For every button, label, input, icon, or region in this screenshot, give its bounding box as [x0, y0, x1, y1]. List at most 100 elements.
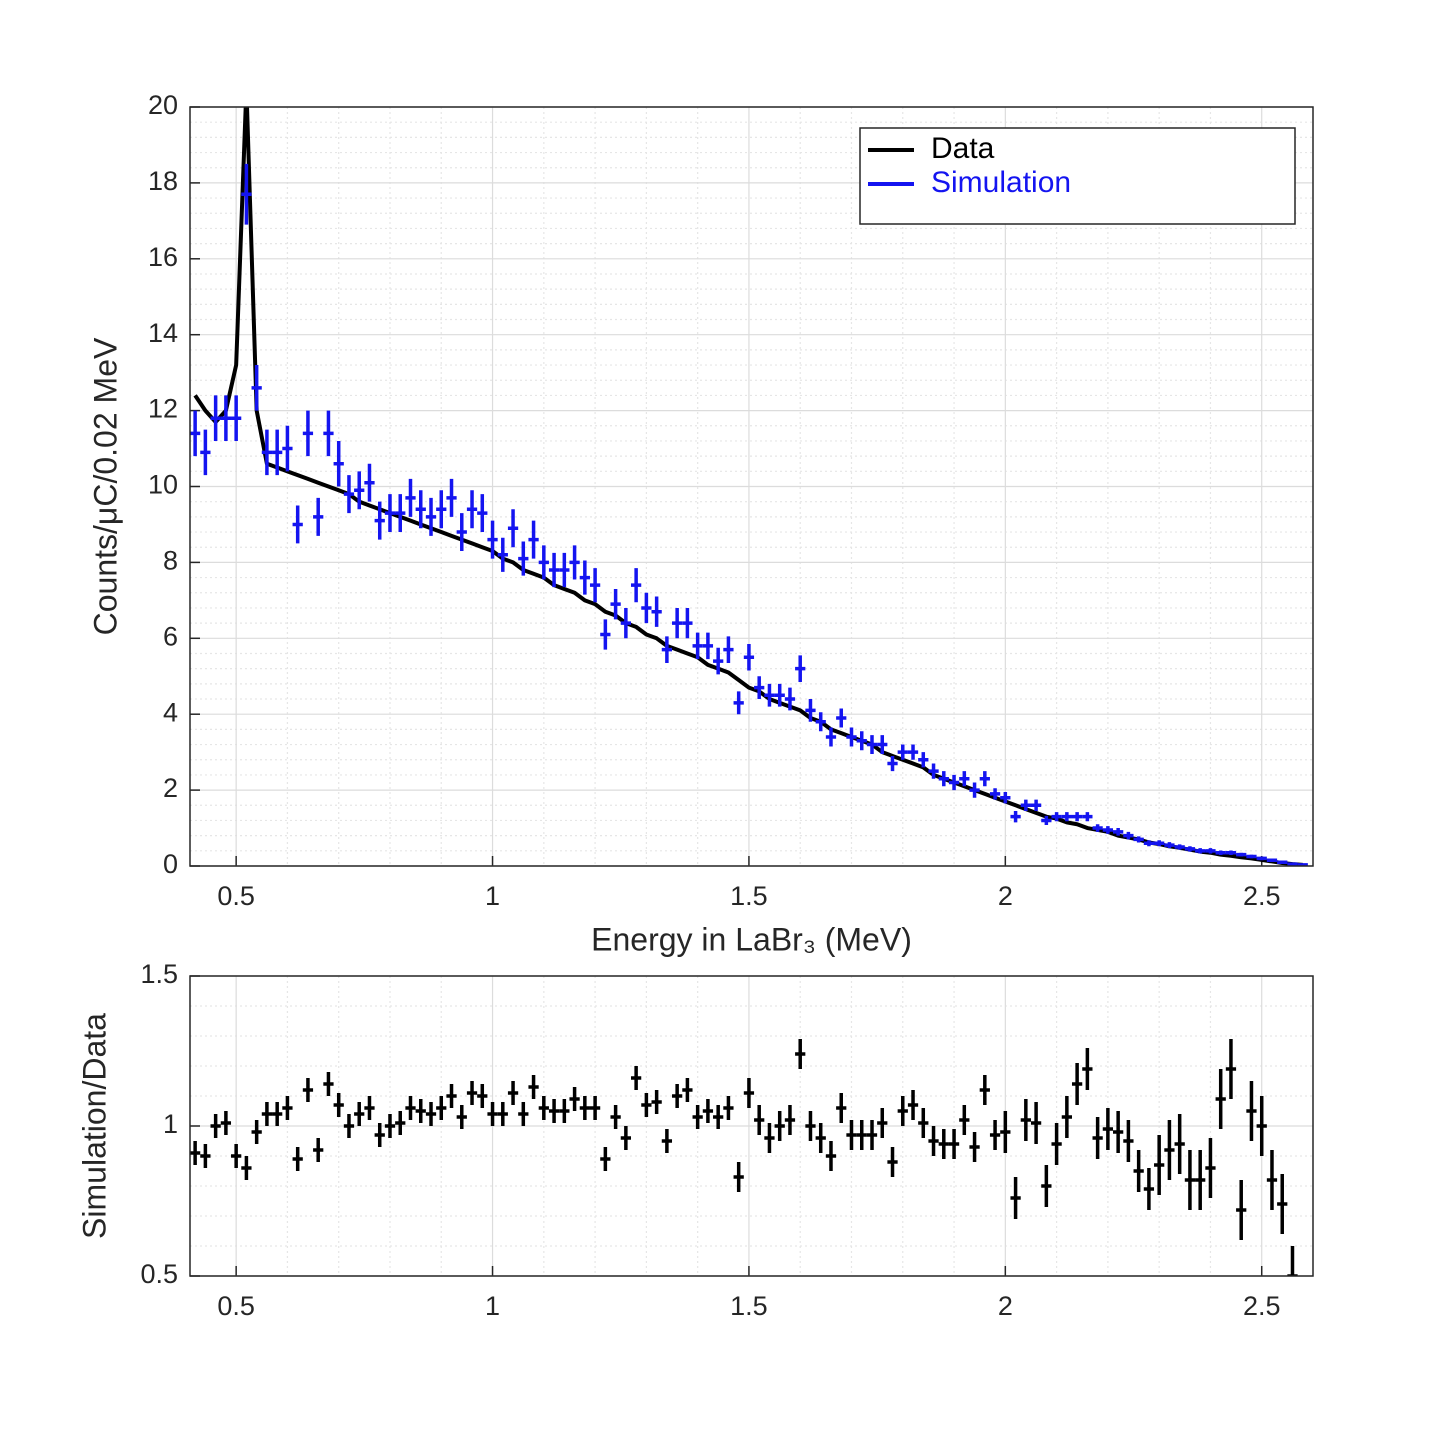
error-bar: [969, 782, 980, 798]
error-bar: [600, 619, 611, 650]
error-bar: [384, 1114, 396, 1138]
error-bar: [620, 607, 631, 639]
error-bar: [1205, 1138, 1216, 1198]
error-bar: [1051, 812, 1062, 822]
error-bar: [210, 1114, 221, 1138]
error-bar: [272, 1102, 283, 1126]
error-bar: [518, 541, 529, 576]
error-bar: [600, 1147, 611, 1171]
error-bar: [569, 1087, 580, 1111]
error-bar: [795, 655, 806, 682]
error-bar: [1102, 826, 1114, 834]
error-bar: [733, 691, 744, 715]
error-bar: [989, 788, 1001, 800]
error-bar: [641, 592, 652, 624]
error-bar: [343, 1114, 355, 1138]
error-bar: [528, 1075, 539, 1099]
error-bar: [1256, 856, 1267, 861]
error-bar: [713, 647, 724, 675]
error-bar: [466, 490, 478, 529]
error-bar: [610, 1105, 621, 1129]
error-bar: [528, 520, 539, 559]
error-bar: [200, 429, 211, 476]
error-bar: [702, 1099, 714, 1123]
error-bar: [651, 1090, 662, 1114]
error-bar: [405, 478, 416, 517]
error-bar: [436, 490, 447, 529]
error-bar: [877, 735, 888, 755]
error-bar: [1082, 1048, 1093, 1090]
error-bar: [836, 708, 847, 728]
error-bar: [446, 1084, 457, 1108]
error-bar: [384, 494, 396, 533]
error-bar: [405, 1096, 416, 1120]
error-bar: [559, 1099, 570, 1123]
error-bar: [1246, 1081, 1257, 1141]
error-bar: [1215, 1069, 1226, 1129]
error-bar: [487, 1102, 498, 1126]
y-tick-label: 2: [163, 773, 178, 803]
error-bar: [672, 607, 683, 639]
error-bar: [425, 1102, 437, 1126]
y-tick-label: 1.5: [140, 959, 178, 989]
error-bar: [918, 752, 929, 768]
error-bar: [1133, 836, 1144, 843]
error-bar: [313, 497, 324, 536]
error-bar: [907, 1090, 919, 1120]
error-bar: [456, 513, 467, 552]
error-bar: [897, 744, 908, 760]
error-bar: [446, 478, 457, 517]
error-bar: [969, 1132, 980, 1162]
error-bar: [641, 1093, 652, 1117]
error-bar: [1000, 1111, 1011, 1153]
error-bar: [241, 163, 252, 225]
series-layer: [190, 107, 1308, 866]
error-bar: [754, 1105, 765, 1135]
y-tick-label: 0: [163, 849, 178, 879]
error-bar: [682, 607, 693, 639]
error-bar: [774, 683, 785, 707]
error-bar: [1061, 812, 1072, 822]
x-tick-label: 0.5: [217, 1291, 255, 1321]
error-bar: [630, 568, 642, 603]
error-bar: [364, 463, 375, 502]
y-tick-label: 16: [148, 242, 178, 272]
error-bar: [702, 632, 714, 660]
error-bar: [1236, 852, 1247, 857]
x-tick-label: 1: [485, 881, 500, 911]
error-bar: [507, 509, 519, 548]
x-tick-label: 1: [485, 1291, 500, 1321]
error-bar: [651, 596, 662, 627]
error-bar: [928, 763, 939, 779]
error-bar: [682, 1078, 693, 1102]
error-bar: [887, 755, 898, 772]
error-bar: [1000, 791, 1011, 804]
error-bar: [743, 1078, 755, 1108]
error-bar: [764, 683, 775, 707]
error-bar: [1225, 1039, 1237, 1099]
error-bar: [979, 1075, 990, 1105]
error-bar: [661, 1129, 673, 1153]
error-bar: [261, 1102, 273, 1126]
legend-label: Data: [931, 132, 995, 165]
error-bar: [1246, 854, 1257, 859]
error-bar: [989, 1120, 1001, 1150]
error-bar: [1174, 844, 1185, 850]
error-bar: [887, 1147, 898, 1177]
error-bar: [282, 425, 293, 472]
legend-label: Simulation: [931, 166, 1071, 199]
error-bar: [1102, 1108, 1114, 1150]
error-bar: [477, 1084, 488, 1108]
error-bar: [1236, 1180, 1247, 1240]
y-tick-label: 4: [163, 697, 178, 727]
error-bar: [497, 1102, 508, 1126]
error-bar: [292, 1147, 303, 1171]
error-bar: [190, 1141, 201, 1165]
error-bar: [1113, 1111, 1124, 1153]
x-tick-label: 1.5: [730, 881, 768, 911]
error-bar: [374, 501, 385, 540]
legend-box: [859, 127, 1296, 225]
error-bar: [518, 1102, 529, 1126]
error-bar: [395, 494, 406, 533]
error-bar: [220, 1111, 232, 1135]
